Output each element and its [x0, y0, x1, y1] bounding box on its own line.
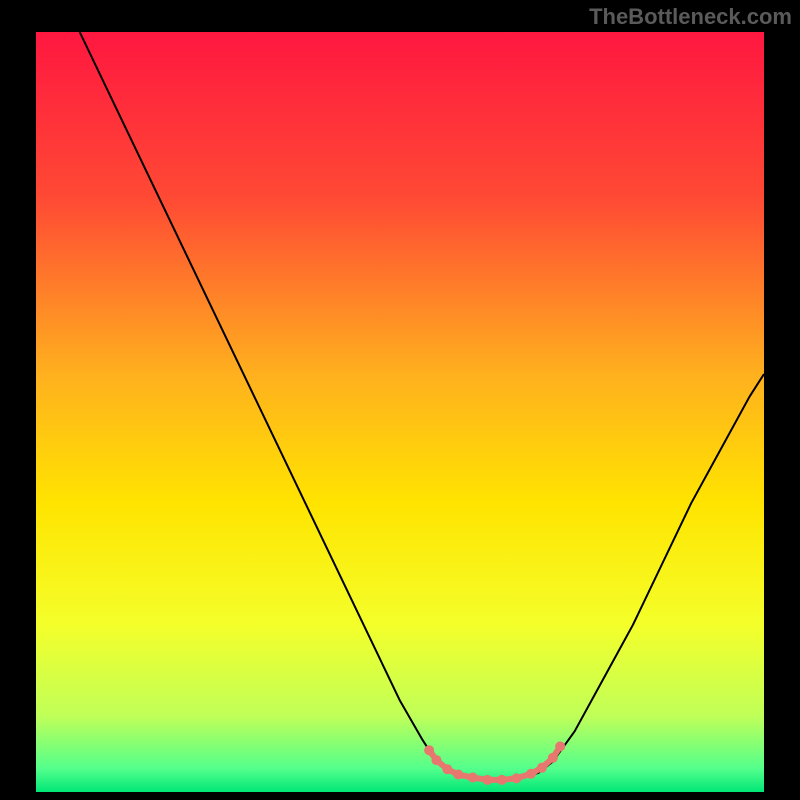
marker-dot	[431, 755, 441, 765]
marker-dot	[511, 773, 521, 783]
bottleneck-chart	[36, 32, 764, 792]
marker-dot	[497, 775, 507, 785]
chart-svg	[36, 32, 764, 792]
marker-dot	[537, 763, 547, 773]
marker-dot	[548, 753, 558, 763]
marker-dot	[453, 770, 463, 780]
marker-dot	[442, 764, 452, 774]
watermark: TheBottleneck.com	[589, 4, 792, 30]
marker-dot	[482, 775, 492, 785]
marker-dot	[526, 769, 536, 779]
marker-dot	[424, 745, 434, 755]
watermark-text: TheBottleneck.com	[589, 4, 792, 29]
marker-dot	[468, 773, 478, 783]
chart-background	[36, 32, 764, 792]
marker-dot	[555, 741, 565, 751]
